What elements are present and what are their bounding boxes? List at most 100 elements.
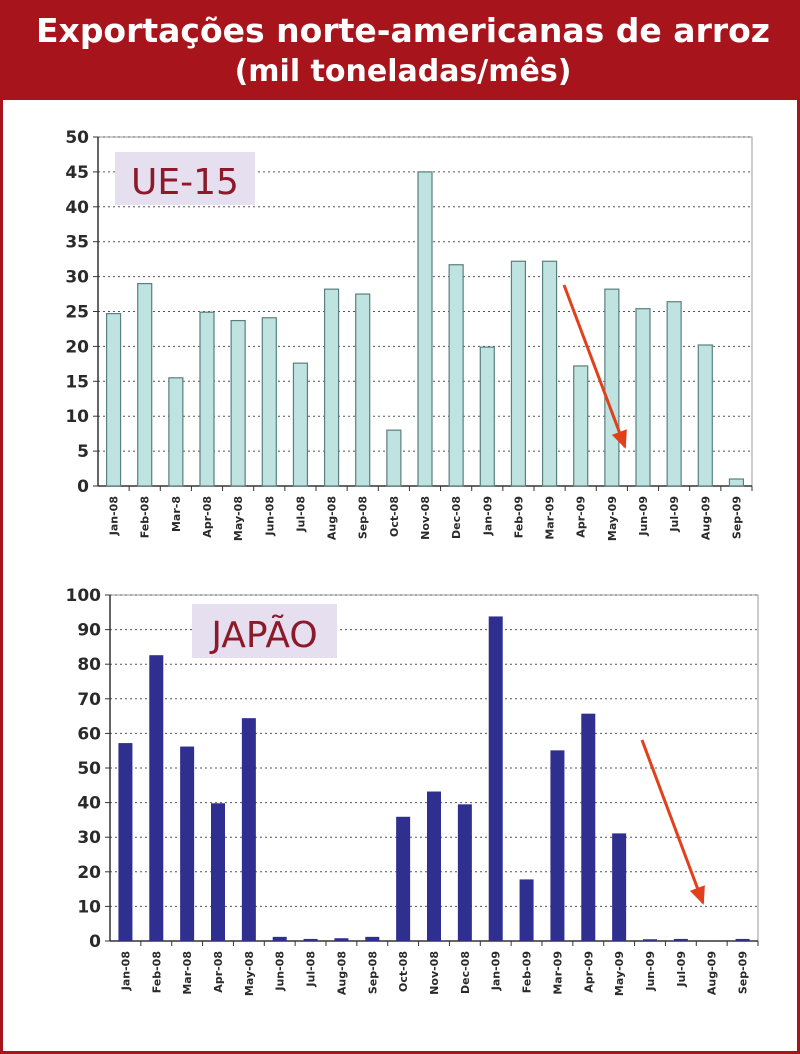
y-tick-label: 0 [77, 477, 89, 497]
x-tick-label: Sep-08 [357, 496, 370, 539]
bar [365, 936, 380, 941]
trend-arrow-shaft [640, 739, 705, 904]
x-tick-label: Mar-09 [544, 496, 557, 540]
x-tick-label: Aug-08 [326, 496, 339, 540]
x-tick-label: Jan-09 [490, 951, 503, 991]
bar [427, 791, 441, 941]
bar [303, 938, 318, 941]
bar [635, 308, 651, 487]
y-tick-label: 45 [65, 163, 89, 183]
bar [457, 804, 472, 941]
bar [697, 344, 713, 487]
bar [323, 288, 340, 487]
x-tick-label: Apr-09 [582, 951, 595, 993]
x-tick-label: Jun-08 [263, 496, 276, 537]
x-tick-label: Nov-08 [428, 951, 441, 995]
bar [728, 478, 745, 487]
y-tick-label: 30 [77, 828, 101, 848]
chart-title: Exportações norte-americanas de arroz [35, 11, 770, 50]
x-tick-label: Jul-08 [305, 951, 318, 988]
x-tick-label: Aug-09 [699, 496, 712, 540]
x-tick-label: Jan-09 [481, 496, 494, 536]
x-tick-label: Jun-09 [644, 951, 657, 992]
y-tick-label: 15 [65, 372, 89, 392]
y-tick-label: 0 [89, 932, 101, 952]
x-tick-label: Sep-09 [737, 951, 750, 994]
x-tick-label: Apr-08 [212, 951, 225, 993]
bar [488, 616, 503, 941]
x-tick-label: May-08 [232, 496, 245, 541]
x-tick-label: Mar-08 [181, 951, 194, 995]
x-tick-label: Jun-08 [274, 951, 287, 992]
bar [292, 362, 309, 487]
y-tick-label: 40 [65, 198, 89, 218]
y-tick-label: 5 [77, 442, 89, 462]
x-tick-label: Jul-09 [668, 496, 681, 533]
x-tick-label: May-09 [606, 496, 619, 541]
x-tick-label: Jul-08 [294, 496, 307, 533]
x-tick-label: Apr-08 [201, 496, 214, 538]
x-tick-label: Feb-09 [512, 496, 525, 538]
y-tick-label: 90 [77, 621, 101, 641]
x-tick-label: Apr-09 [575, 496, 588, 538]
ue15-bar-chart: 0 5 10 15 20 25 30 35 40 45 50 Jan-08 Feb-08 Mar-8 Apr… [65, 128, 753, 541]
bar [396, 816, 411, 941]
bar [666, 301, 682, 487]
y-tick-label: 40 [77, 794, 101, 814]
bar [230, 319, 246, 487]
x-tick-label: Dec-08 [450, 496, 463, 539]
x-tick-label: Feb-08 [139, 496, 152, 538]
x-tick-label: Feb-09 [521, 951, 534, 993]
y-tick-label: 20 [65, 337, 89, 357]
trend-arrow-head [611, 429, 627, 449]
y-tick-label: 30 [65, 268, 89, 288]
bar [199, 311, 215, 487]
bar [510, 260, 527, 487]
x-tick-label: Mar-8 [170, 496, 183, 532]
bar [149, 655, 164, 941]
x-tick-label: Jul-09 [675, 951, 688, 988]
bar [573, 365, 589, 487]
bar [541, 260, 558, 487]
x-tick-label: Nov-08 [419, 496, 432, 540]
y-tick-label: 50 [77, 759, 101, 779]
x-tick-label: Jun-09 [637, 496, 650, 537]
bar [519, 879, 534, 941]
bar [168, 377, 184, 487]
bar [386, 429, 402, 487]
bar [581, 713, 596, 941]
bar [417, 171, 433, 487]
x-tick-label: Aug-08 [335, 951, 348, 995]
bar [272, 936, 287, 941]
chart-subtitle: (mil toneladas/mês) [234, 54, 572, 89]
trend-arrow-head [689, 885, 705, 905]
y-tick-label: 35 [65, 233, 89, 253]
series-label-box [192, 604, 337, 658]
bar [241, 718, 256, 941]
x-tick-label: Mar-09 [551, 951, 564, 995]
trend-arrow-shaft [562, 284, 627, 448]
bar [643, 939, 657, 941]
bar [550, 750, 565, 941]
y-tick-label: 25 [65, 303, 89, 323]
x-tick-label: Oct-08 [388, 496, 401, 537]
bar [105, 312, 122, 487]
x-tick-label: Oct-08 [397, 951, 410, 992]
x-tick-label: Sep-09 [730, 496, 743, 539]
y-tick-label: 100 [66, 586, 102, 606]
bar [612, 833, 627, 941]
japan-bar-chart: 0 10 20 30 40 50 60 70 80 90 100 Jan-08 Feb-08 Mar-08… [66, 586, 759, 996]
y-tick-label: 20 [77, 863, 101, 883]
y-tick-label: 10 [77, 897, 101, 917]
series-label: JAPÃO [209, 614, 317, 656]
bar [448, 264, 464, 487]
x-tick-label: Jan-08 [108, 496, 121, 536]
x-tick-label: May-09 [613, 951, 626, 996]
y-tick-label: 10 [65, 407, 89, 427]
y-tick-label: 70 [77, 690, 101, 710]
x-tick-label: Jan-08 [119, 951, 132, 991]
x-tick-label: Dec-08 [459, 951, 472, 994]
y-tick-label: 50 [65, 128, 89, 148]
bar [673, 938, 688, 941]
x-tick-label: May-08 [243, 951, 256, 996]
